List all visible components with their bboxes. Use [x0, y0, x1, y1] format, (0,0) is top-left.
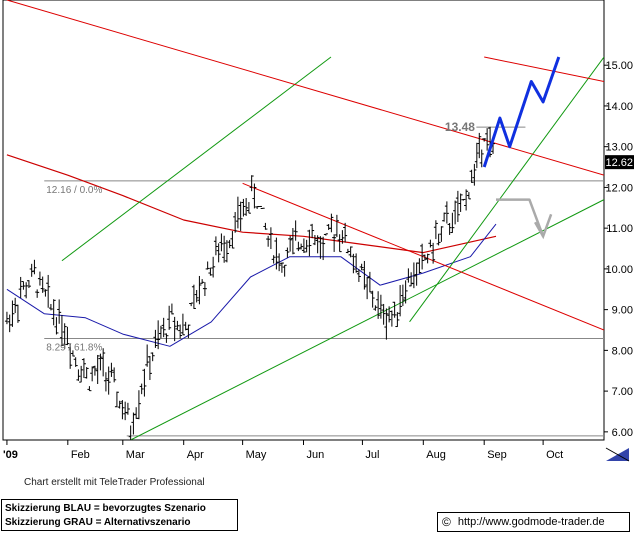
y-tick-label: 6.00	[612, 427, 633, 439]
y-tick-label: 10.00	[605, 264, 633, 276]
x-axis: '09 Feb Mar Apr May Jun Jul Aug Sep Oct	[3, 440, 563, 461]
high-value-label: 13.48	[445, 120, 475, 134]
y-tick-label: 8.00	[612, 345, 633, 357]
source-url[interactable]: © http://www.godmode-trader.de	[437, 512, 630, 532]
x-tick-label: '09	[3, 449, 18, 461]
chart-credit: Chart erstellt mit TeleTrader Profession…	[24, 477, 205, 488]
copyright-icon: ©	[442, 515, 451, 529]
green-trendline	[409, 56, 604, 323]
last-price-label: 12.62	[605, 157, 633, 169]
scenario-grey-path	[496, 198, 545, 237]
legend-line-blue: Skizzierung BLAU = bevorzugtes Szenario	[5, 503, 206, 514]
y-tick-label: 12.00	[605, 182, 633, 194]
x-tick-label: Sep	[487, 449, 507, 461]
ma-blue-line	[6, 223, 497, 347]
legend-line-grey: Skizzierung GRAU = Alternativszenario	[5, 517, 191, 528]
scroll-corner-edge	[605, 447, 630, 462]
x-tick-label: Apr	[187, 449, 204, 461]
ma-red-line	[6, 154, 497, 254]
fib-618-label: 8.29 / 61.8%	[46, 343, 102, 354]
scenario-grey-arrowhead	[534, 213, 553, 240]
plot-area	[2, 0, 605, 441]
y-tick-label: 15.00	[605, 60, 633, 72]
fib-zero-label: 12.16 / 0.0%	[46, 185, 102, 196]
x-tick-label: Aug	[426, 449, 446, 461]
plot-layer: 13.48 12.16 / 0.0% 8.29 / 61.8%	[4, 0, 604, 440]
x-tick-label: May	[246, 449, 267, 461]
y-tick-label: 9.00	[612, 305, 633, 317]
y-tick-label: 13.00	[605, 142, 633, 154]
x-tick-label: Feb	[71, 449, 90, 461]
x-tick-label: Mar	[126, 449, 145, 461]
scenario-legend: Skizzierung BLAU = bevorzugtes Szenario …	[1, 499, 238, 531]
x-tick-label: Jun	[307, 449, 325, 461]
x-tick-label: Oct	[546, 449, 563, 461]
y-axis: 15.00 14.00 13.00 12.00 11.00 10.00 9.00 8.00 7.…	[604, 60, 634, 439]
y-tick-label: 11.00	[606, 223, 633, 235]
price-chart: 13.48 12.16 / 0.0% 8.29 / 61.8% 15.00 14.00…	[2, 0, 634, 462]
red-trendline	[6, 0, 604, 176]
green-trendline	[61, 56, 332, 262]
red-trendline	[484, 56, 604, 82]
red-trendline	[242, 182, 604, 331]
y-tick-label: 14.00	[605, 101, 633, 113]
source-url-text[interactable]: http://www.godmode-trader.de	[457, 516, 605, 528]
last-price-box	[605, 155, 634, 170]
y-tick-label: 7.00	[612, 386, 633, 398]
green-trendline	[130, 199, 604, 440]
x-tick-label: Jul	[365, 449, 379, 461]
scenario-blue-path	[482, 56, 561, 168]
